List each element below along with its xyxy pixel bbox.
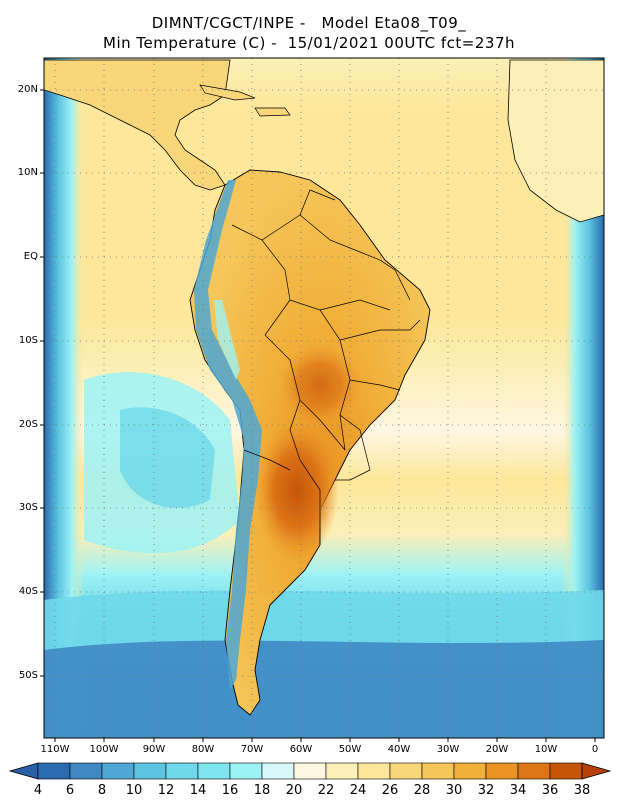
southern-ocean-cold-band — [44, 640, 604, 738]
colorbar-cell — [517, 762, 551, 780]
colorbar-label: 10 — [125, 783, 143, 798]
map-title-line-2: Min Temperature (C) - 15/01/2021 00UTC f… — [103, 34, 515, 52]
lat-label-20n: 20N — [17, 84, 38, 95]
andes-highland-cool — [214, 300, 240, 380]
colorbar-label: 6 — [65, 783, 75, 798]
colorbar-label: 22 — [317, 783, 335, 798]
africa-landmass — [507, 59, 604, 223]
andes-cold-strip — [194, 180, 262, 690]
colorbar-cell — [261, 762, 295, 780]
map-frame — [43, 57, 605, 739]
colorbar-cell — [325, 762, 359, 780]
lon-label-30w: 30W — [436, 744, 460, 755]
colorbar-label: 14 — [189, 783, 207, 798]
colorbar-cell — [293, 762, 327, 780]
lat-label-30s: 30S — [18, 502, 38, 513]
colorbar-label: 16 — [221, 783, 239, 798]
colorbar-label: 30 — [445, 783, 463, 798]
colorbar-cell — [69, 762, 103, 780]
colorbar-label: 8 — [97, 783, 107, 798]
lon-label-0: 0 — [591, 744, 599, 755]
colorbar-cell — [197, 762, 231, 780]
axis-ticks — [40, 89, 596, 742]
colorbar-cell — [485, 762, 519, 780]
colorbar-cell — [165, 762, 199, 780]
colorbar-label: 18 — [253, 783, 271, 798]
lon-label-80w: 80W — [191, 744, 215, 755]
map-title-line-1: DIMNT/CGCT/INPE - Model Eta08_T09_ — [151, 14, 467, 32]
cuba-island — [199, 84, 256, 101]
lon-label-110w: 110W — [40, 744, 70, 755]
lon-label-90w: 90W — [142, 744, 166, 755]
lat-label-40s: 40S — [18, 586, 38, 597]
colorbar-label: 28 — [413, 783, 431, 798]
lon-label-100w: 100W — [89, 744, 119, 755]
colorbar-cell — [357, 762, 391, 780]
lat-label-10n: 10N — [17, 167, 38, 178]
colorbar-cell — [133, 762, 167, 780]
colorbar-cell — [229, 762, 263, 780]
colorbar-cell — [37, 762, 71, 780]
colorbar — [8, 762, 612, 780]
hispaniola-island — [254, 107, 291, 117]
colorbar-label: 4 — [33, 783, 43, 798]
colorbar-label: 38 — [573, 783, 591, 798]
lat-label-20s: 20S — [18, 419, 38, 430]
colorbar-cell — [453, 762, 487, 780]
lon-label-50w: 50W — [338, 744, 362, 755]
colorbar-label: 32 — [477, 783, 495, 798]
lon-label-70w: 70W — [240, 744, 264, 755]
colorbar-arrow-right — [581, 762, 612, 780]
lon-label-60w: 60W — [289, 744, 313, 755]
lon-label-40w: 40W — [387, 744, 411, 755]
colorbar-cell — [389, 762, 423, 780]
lat-label-10s: 10S — [18, 335, 38, 346]
pantanal-heat-core — [280, 345, 360, 425]
chaco-heat-core — [255, 420, 339, 560]
colorbar-label: 20 — [285, 783, 303, 798]
lat-label-eq: EQ — [23, 251, 38, 262]
colorbar-cell — [101, 762, 135, 780]
colorbar-label: 26 — [381, 783, 399, 798]
lat-label-50s: 50S — [18, 670, 38, 681]
colorbar-cell — [549, 762, 583, 780]
lon-label-20w: 20W — [485, 744, 509, 755]
lon-label-10w: 10W — [534, 744, 558, 755]
colorbar-label: 12 — [157, 783, 175, 798]
pacific-cooler-region — [120, 407, 215, 509]
colorbar-label: 34 — [509, 783, 527, 798]
colorbar-arrow-left — [8, 762, 39, 780]
colorbar-cell — [421, 762, 455, 780]
colorbar-label: 24 — [349, 783, 367, 798]
colorbar-label: 36 — [541, 783, 559, 798]
